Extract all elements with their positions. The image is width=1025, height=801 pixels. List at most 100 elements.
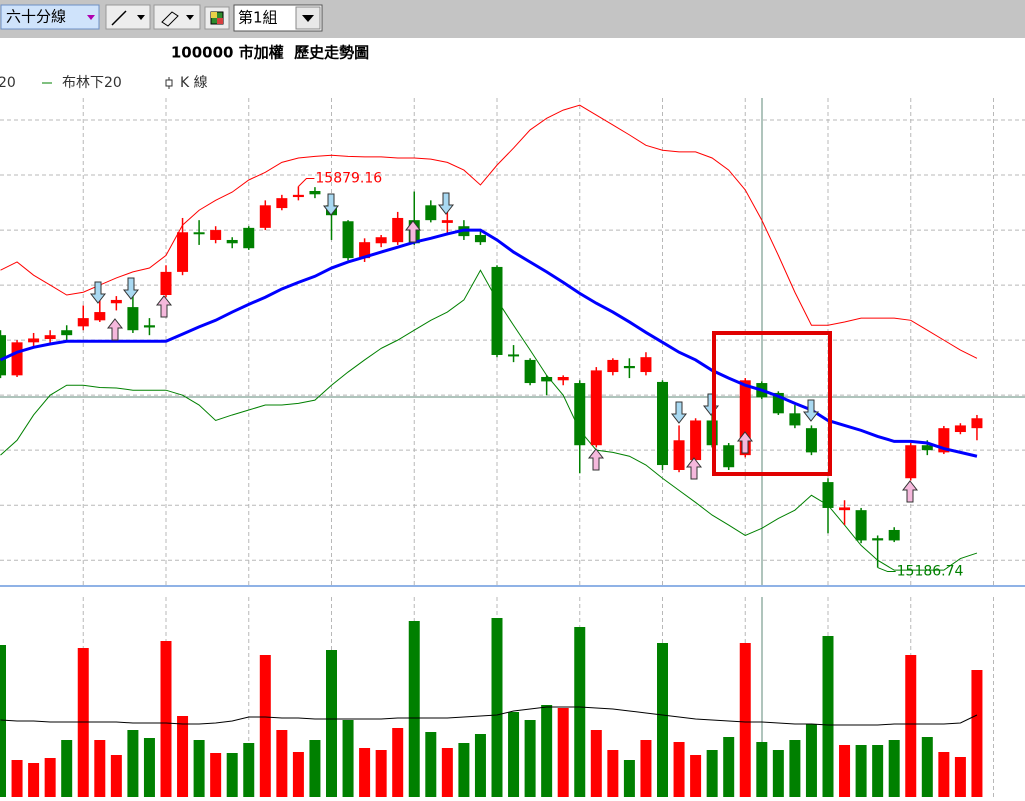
candle-body: [971, 418, 983, 429]
sell-arrow: [122, 277, 140, 300]
volume-bar: [110, 755, 122, 797]
candle-body: [673, 440, 685, 470]
candle-body: [226, 239, 238, 244]
dropdown-arrow: [302, 15, 314, 22]
candle-body: [839, 507, 851, 511]
candle-body: [657, 381, 668, 466]
volume-bar: [94, 740, 106, 797]
candle-body: [243, 227, 255, 249]
candle-body: [607, 359, 619, 373]
candle-body: [375, 237, 387, 244]
volume-bar: [756, 742, 768, 797]
volume-bar: [359, 748, 371, 797]
high-label: 15879.16: [315, 171, 382, 187]
candle-body: [28, 338, 40, 343]
candle-body: [905, 445, 917, 479]
candle-body: [342, 221, 354, 259]
candle-body: [11, 342, 23, 376]
candle-body: [210, 230, 222, 240]
volume-bar: [541, 705, 553, 797]
sell-arrow: [802, 399, 820, 422]
candle-body: [954, 425, 966, 433]
candle-body: [690, 420, 702, 461]
volume-bar: [921, 737, 933, 797]
candle-body: [359, 242, 371, 259]
period-button[interactable]: [0, 4, 100, 30]
period-label: 六十分線: [6, 8, 66, 26]
candle-body: [640, 357, 652, 373]
candle-body: [772, 392, 784, 414]
candle-body: [94, 312, 106, 321]
volume-bar: [210, 753, 222, 797]
volume-bar: [971, 670, 983, 797]
candle-body: [557, 376, 569, 381]
candle-body: [474, 235, 486, 243]
volume-bar: [326, 650, 337, 797]
sell-arrow: [322, 193, 340, 216]
volume-bar: [408, 621, 420, 797]
volume-bar: [309, 740, 321, 797]
annotation-leader: [877, 567, 896, 573]
volume-bar: [276, 730, 288, 797]
volume-bar: [177, 716, 189, 797]
volume-bar: [574, 627, 586, 797]
volume-bar: [292, 752, 304, 797]
volume-bar: [259, 655, 271, 797]
dropdown-arrow: [186, 15, 194, 20]
candle-body: [61, 330, 73, 336]
candle-body: [590, 370, 602, 446]
volume-bar: [905, 655, 917, 797]
volume-bar: [508, 712, 520, 797]
layout-icon: [211, 12, 217, 18]
candle-body: [938, 428, 950, 453]
candle-body: [193, 232, 205, 235]
candle-body: [888, 529, 900, 541]
candle-body: [44, 335, 56, 340]
candle-body: [392, 217, 404, 243]
volume-bar: [226, 753, 238, 797]
low-label: 15186.74: [897, 564, 964, 580]
volume-bar: [640, 740, 652, 797]
volume-bar: [690, 755, 702, 797]
legend-label: K 線: [180, 75, 208, 91]
eraser-icon: [161, 11, 179, 27]
group-label: 第1組: [238, 9, 278, 27]
volume-bar: [723, 737, 735, 797]
volume-bar: [855, 745, 867, 797]
candle-body: [508, 354, 520, 357]
candle-body: [309, 190, 321, 195]
legend-label: 20: [0, 75, 16, 91]
volume-bar: [657, 643, 668, 797]
candle-body: [789, 413, 801, 426]
candle-body: [0, 335, 6, 376]
volume-bar: [872, 745, 884, 797]
volume-bar: [160, 641, 172, 797]
sell-arrow: [89, 281, 107, 304]
candle-body: [822, 482, 834, 508]
band-line: [0, 104, 978, 359]
volume-bar: [392, 728, 404, 797]
volume-bar: [243, 743, 255, 797]
line-icon: [111, 10, 127, 26]
buy-arrow: [106, 318, 124, 341]
candle-body: [425, 205, 437, 221]
volume-bar: [623, 760, 635, 797]
volume-bar: [590, 730, 602, 797]
volume-bar: [143, 738, 155, 797]
band-line: [0, 269, 978, 571]
volume-bar: [673, 742, 685, 797]
chart-title: 100000 市加權 歷史走勢圖: [171, 44, 369, 62]
volume-bar: [557, 708, 569, 797]
volume-bar: [193, 740, 205, 797]
volume-bar: [375, 750, 387, 797]
candle-body: [110, 299, 122, 304]
volume-bar: [425, 732, 437, 797]
candle-body: [524, 359, 536, 384]
candle-body: [623, 365, 635, 369]
volume-bar: [706, 750, 718, 797]
candle-body: [723, 445, 735, 468]
buy-arrow: [736, 431, 754, 454]
candle-body: [160, 271, 172, 296]
volume-bar: [739, 643, 751, 797]
sell-arrow: [437, 192, 455, 215]
